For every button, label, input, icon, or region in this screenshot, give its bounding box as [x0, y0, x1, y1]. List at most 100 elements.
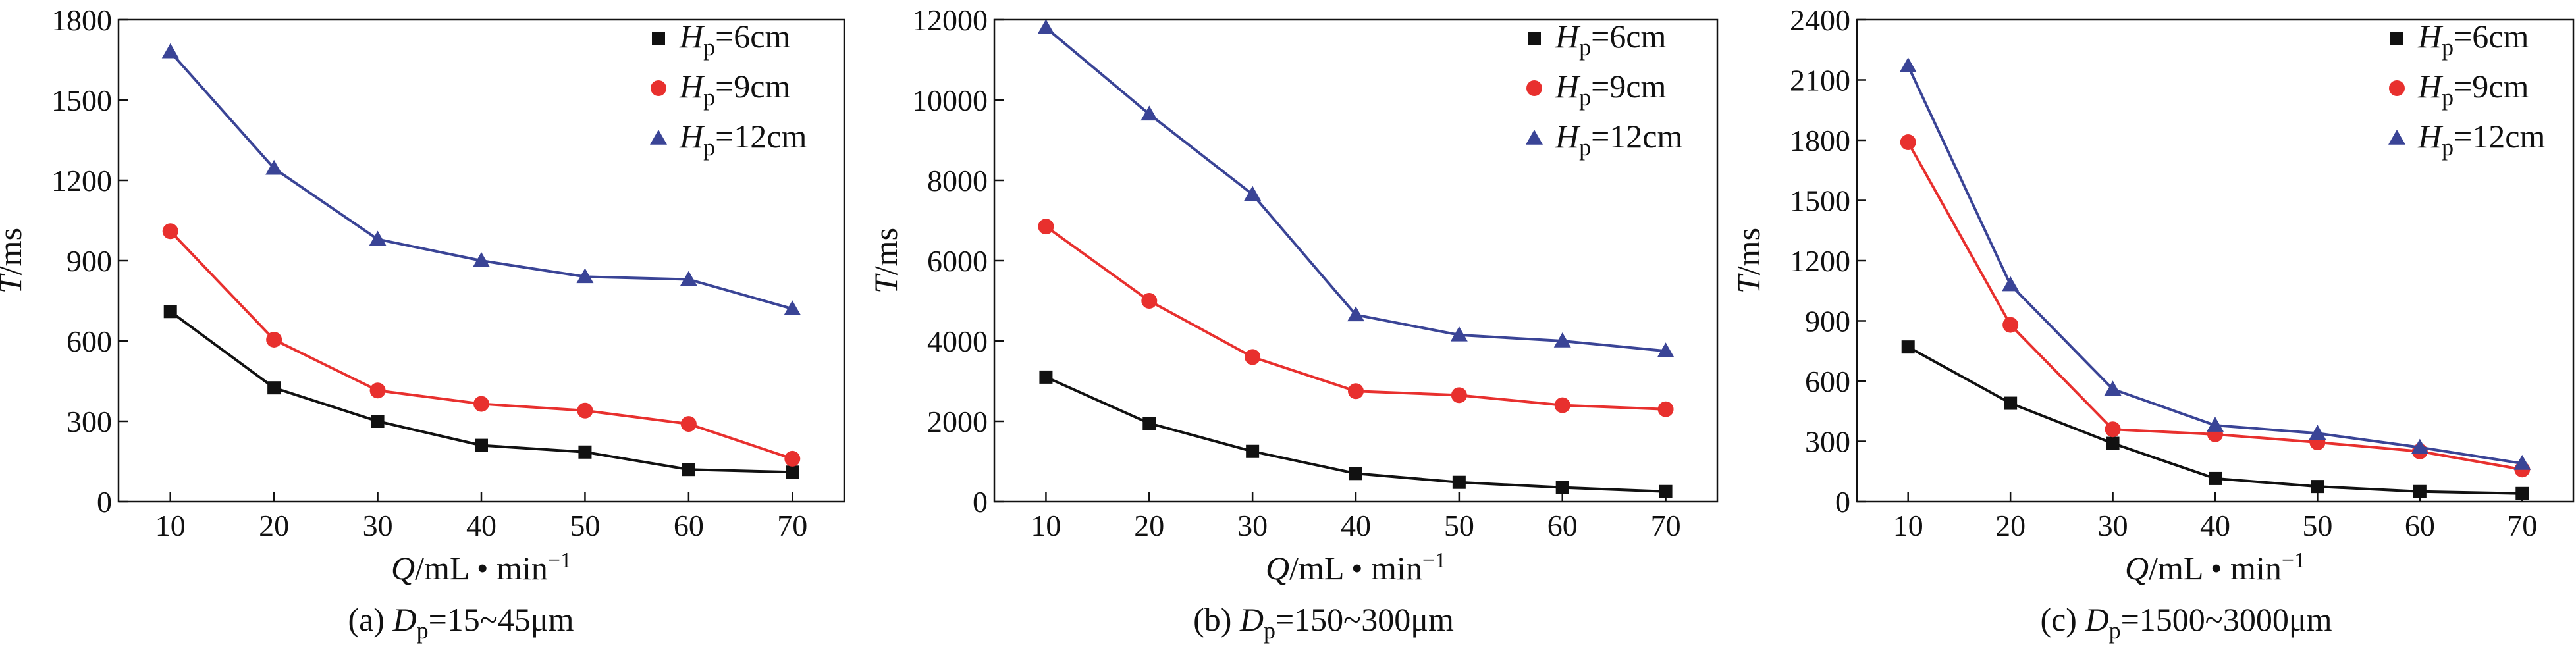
x-tick-label: 50	[2302, 509, 2332, 542]
x-tick-label: 30	[363, 509, 393, 542]
y-tick-label: 600	[1805, 365, 1850, 398]
x-tick-label: 60	[674, 509, 704, 542]
y-tick-label: 10000	[912, 84, 988, 117]
x-tick-label: 70	[1651, 509, 1681, 542]
legend-marker	[651, 80, 666, 96]
data-point	[2309, 425, 2326, 440]
data-point	[369, 230, 387, 246]
data-point	[1039, 370, 1053, 384]
y-tick-label: 1200	[1790, 244, 1850, 278]
chart-2: 0 2000 4000 6000 8000 10000 12000 10 20 30 40 50 60 7…	[867, 3, 1719, 644]
data-point	[578, 445, 592, 459]
y-tick-label: 1200	[51, 164, 112, 197]
data-point	[2004, 396, 2018, 410]
data-point	[1348, 383, 1364, 400]
data-point	[1451, 387, 1467, 404]
data-point	[2002, 317, 2019, 333]
chart-caption: (a) Dp=15~45μm	[348, 601, 574, 644]
x-tick-label: 20	[259, 509, 289, 542]
data-point	[162, 223, 178, 240]
data-point	[1555, 481, 1569, 494]
data-point	[267, 381, 281, 395]
data-point	[2513, 455, 2531, 470]
chart-caption: (b) Dp=150~300μm	[1193, 601, 1454, 644]
x-tick-label: 40	[2200, 509, 2230, 542]
data-point	[1140, 105, 1158, 121]
data-point	[1553, 332, 1571, 348]
x-tick-label: 20	[1995, 509, 2026, 542]
legend-label: Hp=12cm	[2417, 118, 2546, 161]
legend-label: Hp=12cm	[1555, 118, 1683, 161]
data-point	[1142, 417, 1156, 430]
data-point	[163, 305, 177, 319]
series-triangle	[1899, 57, 2531, 470]
x-tick-label: 60	[1547, 509, 1578, 542]
data-point	[1657, 401, 1674, 417]
data-point	[2209, 471, 2222, 485]
legend-marker	[1526, 130, 1543, 145]
y-axis-label: T/ms	[1730, 228, 1767, 294]
y-tick-label: 4000	[927, 325, 988, 358]
data-point	[1347, 306, 1364, 322]
data-point	[577, 402, 593, 419]
legend-marker	[2388, 130, 2405, 145]
y-tick-label: 300	[1805, 425, 1850, 459]
data-point	[2311, 480, 2324, 494]
data-point	[1037, 19, 1055, 34]
data-point	[473, 396, 489, 412]
data-point	[784, 300, 801, 315]
data-point	[2104, 380, 2122, 396]
legend-marker	[652, 32, 665, 45]
x-tick-label: 10	[155, 509, 186, 542]
y-tick-label: 2400	[1790, 3, 1850, 37]
y-axis-label: T/ms	[0, 228, 28, 294]
data-point	[1246, 444, 1260, 458]
y-tick-label: 900	[1805, 305, 1850, 338]
data-point	[369, 382, 386, 399]
y-tick-label: 1500	[1790, 184, 1850, 218]
data-point	[1452, 475, 1466, 489]
data-point	[265, 159, 283, 175]
y-tick-label: 2000	[927, 405, 988, 438]
y-tick-label: 12000	[912, 3, 988, 37]
y-axis-label: T/ms	[867, 228, 904, 294]
chart-1: 0 300 600 900 1200 1500 1800 10 20 30 40 50 60 70 Q/mL…	[0, 3, 845, 644]
x-tick-label: 50	[1444, 509, 1474, 542]
data-point	[1349, 467, 1362, 481]
legend-label: Hp=12cm	[679, 118, 807, 161]
y-tick-label: 2100	[1790, 64, 1850, 97]
x-tick-label: 30	[1237, 509, 1268, 542]
x-tick-label: 10	[1031, 509, 1061, 542]
x-axis-label: Q/mL • min−1	[391, 548, 572, 586]
series-square	[163, 305, 799, 479]
chart-caption: (c) Dp=1500~3000μm	[2040, 601, 2332, 644]
data-point	[2207, 417, 2224, 432]
data-point	[2105, 421, 2121, 438]
legend-label: Hp=6cm	[2417, 18, 2529, 61]
y-tick-label: 900	[67, 244, 112, 278]
data-point	[1244, 186, 1262, 201]
x-tick-label: 20	[1134, 509, 1164, 542]
y-tick-label: 0	[1835, 485, 1850, 519]
x-tick-label: 70	[2507, 509, 2537, 542]
legend-marker	[650, 130, 667, 145]
data-point	[784, 450, 801, 467]
data-point	[1657, 342, 1675, 357]
data-point	[1901, 340, 1915, 354]
x-tick-label: 10	[1893, 509, 1923, 542]
x-axis-label: Q/mL • min−1	[2125, 548, 2305, 586]
data-point	[682, 463, 695, 477]
chart-3: 0 300 600 900 1200 1500 1800 2100 2400 10 20 30 40 50…	[1730, 3, 2575, 644]
data-point	[1659, 484, 1673, 498]
data-point	[161, 43, 179, 59]
data-point	[1900, 134, 1916, 151]
y-tick-label: 0	[973, 485, 988, 519]
data-point	[1554, 397, 1570, 413]
data-point	[2002, 276, 2020, 292]
y-tick-label: 0	[97, 485, 112, 519]
x-tick-label: 70	[777, 509, 807, 542]
data-point	[1038, 219, 1054, 235]
legend-marker	[2389, 80, 2405, 96]
y-tick-label: 6000	[927, 244, 988, 278]
